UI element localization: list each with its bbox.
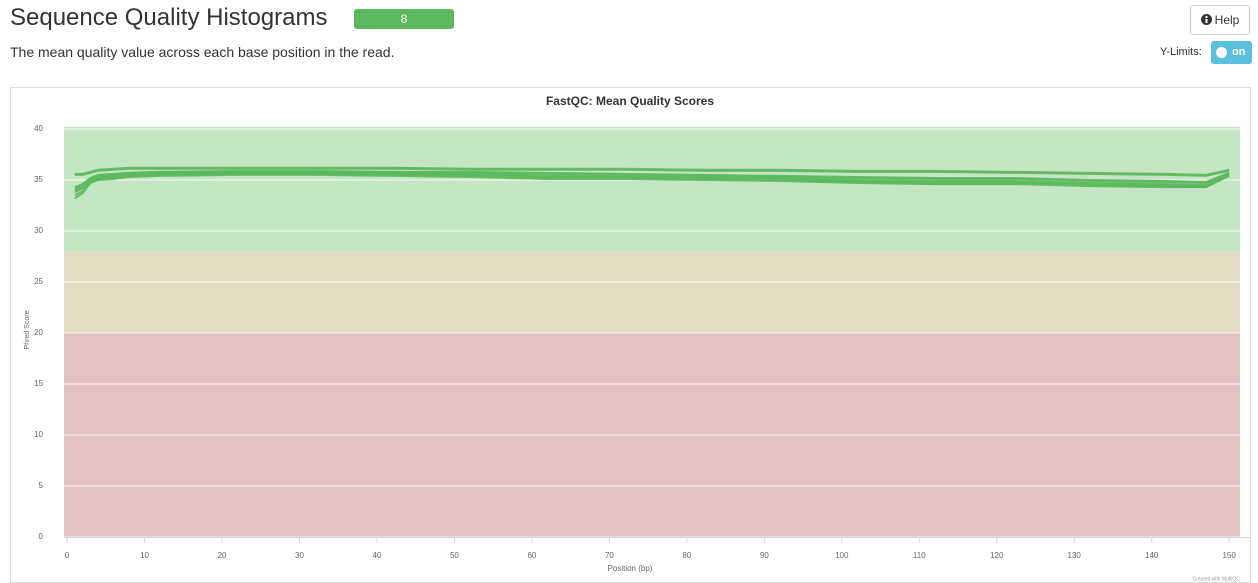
series-line <box>74 171 1230 192</box>
y-tick-label: 35 <box>34 175 43 184</box>
x-tick-label: 130 <box>1068 551 1082 560</box>
x-tick-label: 140 <box>1145 551 1159 560</box>
chart: FastQC: Mean Quality Scores Position (bp… <box>10 87 1251 583</box>
series-line <box>74 170 1230 191</box>
x-tick-label: 60 <box>527 551 536 560</box>
x-tick-label: 10 <box>140 551 149 560</box>
series-line <box>74 171 1230 194</box>
x-tick-label: 150 <box>1222 551 1236 560</box>
y-tick-label: 40 <box>34 124 43 133</box>
y-tick-label: 20 <box>34 328 43 337</box>
x-tick-label: 20 <box>218 551 227 560</box>
y-tick-label: 30 <box>34 226 43 235</box>
x-tick-label: 80 <box>682 551 691 560</box>
series-line <box>74 167 1230 177</box>
page-title: Sequence Quality Histograms <box>10 4 328 31</box>
x-tick-label: 90 <box>760 551 769 560</box>
chart-title: FastQC: Mean Quality Scores <box>546 94 714 108</box>
ylimits-label: Y-Limits: <box>1160 46 1202 58</box>
plot-band <box>64 127 1240 252</box>
y-tick-label: 10 <box>34 430 43 439</box>
x-tick-label: 30 <box>295 551 304 560</box>
x-tick-label: 0 <box>65 551 70 560</box>
series-line <box>74 166 1230 176</box>
x-tick-label: 110 <box>913 551 926 560</box>
toggle-knob <box>1216 47 1227 58</box>
series-line <box>74 172 1230 197</box>
x-axis-title: Position (bp) <box>608 564 653 573</box>
y-tick-label: 15 <box>34 379 43 388</box>
help-label: Help <box>1214 13 1240 27</box>
help-icon <box>1200 14 1212 25</box>
help-button[interactable]: Help <box>1190 5 1250 35</box>
credit: Created with MultiQC <box>1192 576 1240 582</box>
series-line <box>74 169 1230 189</box>
toggle-label: on <box>1232 46 1246 58</box>
ylimits-toggle[interactable]: on <box>1211 41 1252 64</box>
x-tick-label: 40 <box>373 551 382 560</box>
y-tick-label: 5 <box>39 481 44 490</box>
x-tick-label: 50 <box>450 551 459 560</box>
x-tick-label: 70 <box>605 551 614 560</box>
sample-badge: 8 <box>354 9 454 29</box>
x-tick-label: 120 <box>990 551 1004 560</box>
y-tick-label: 25 <box>34 277 43 286</box>
plot-band <box>64 251 1240 333</box>
y-tick-label: 0 <box>39 532 44 541</box>
description: The mean quality value across each base … <box>10 44 395 60</box>
y-axis-title: Phred Score <box>24 310 31 349</box>
x-tick-label: 100 <box>835 551 849 560</box>
series-line <box>74 173 1230 200</box>
